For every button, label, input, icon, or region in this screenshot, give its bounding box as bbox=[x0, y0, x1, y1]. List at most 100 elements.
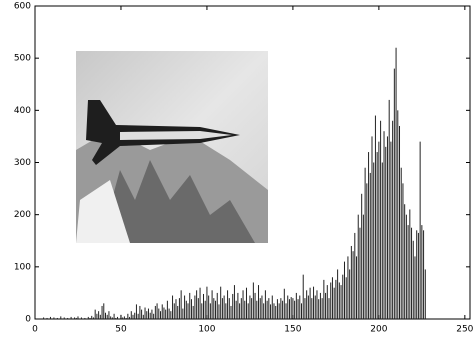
bar bbox=[60, 316, 62, 319]
bar bbox=[345, 277, 347, 319]
bar bbox=[290, 297, 292, 319]
bar bbox=[199, 287, 201, 319]
bar bbox=[161, 304, 163, 319]
bar bbox=[295, 292, 297, 319]
bar bbox=[53, 317, 55, 319]
bar bbox=[75, 317, 77, 319]
bar bbox=[314, 295, 316, 319]
bar bbox=[163, 307, 165, 319]
bar bbox=[275, 305, 277, 319]
bar bbox=[139, 305, 141, 319]
bar bbox=[374, 115, 376, 319]
bar bbox=[276, 299, 278, 319]
bar bbox=[395, 47, 397, 319]
bar bbox=[381, 162, 383, 319]
bar bbox=[172, 295, 174, 319]
bar bbox=[196, 290, 198, 319]
bar bbox=[280, 298, 282, 319]
y-tick-label: 0 bbox=[25, 315, 31, 325]
bar bbox=[99, 314, 101, 319]
bar bbox=[180, 290, 182, 319]
x-tick-label: 100 bbox=[198, 325, 215, 335]
bar bbox=[297, 299, 299, 319]
bar bbox=[319, 292, 321, 319]
bar bbox=[185, 300, 187, 319]
bar bbox=[321, 298, 323, 319]
bar bbox=[249, 295, 251, 319]
bar bbox=[189, 292, 191, 319]
bar bbox=[352, 251, 354, 319]
x-tick-label: 0 bbox=[32, 325, 38, 335]
bar bbox=[244, 300, 246, 319]
bar bbox=[256, 300, 258, 319]
bar bbox=[235, 300, 237, 319]
bar bbox=[416, 230, 418, 319]
bar bbox=[106, 314, 108, 319]
bar bbox=[393, 68, 395, 319]
bar bbox=[194, 295, 196, 319]
bar bbox=[278, 303, 280, 319]
bar bbox=[311, 298, 313, 319]
bar bbox=[208, 295, 210, 319]
bar bbox=[338, 282, 340, 319]
bar bbox=[228, 298, 230, 319]
bar bbox=[240, 298, 242, 319]
bar bbox=[132, 314, 134, 319]
bar bbox=[343, 261, 345, 319]
bar bbox=[328, 298, 330, 319]
bar bbox=[117, 316, 119, 319]
bar bbox=[273, 303, 275, 319]
bar bbox=[80, 317, 82, 319]
bar bbox=[330, 282, 332, 319]
bar bbox=[414, 256, 416, 319]
bar bbox=[220, 286, 222, 319]
bar bbox=[165, 309, 167, 319]
bar bbox=[357, 214, 359, 319]
bar bbox=[123, 316, 125, 319]
bar bbox=[287, 295, 289, 319]
bar bbox=[43, 317, 45, 319]
bar bbox=[113, 313, 115, 319]
bar bbox=[421, 225, 423, 319]
bar bbox=[168, 308, 170, 319]
bar bbox=[239, 303, 241, 319]
bar bbox=[376, 152, 378, 319]
bar bbox=[263, 303, 265, 319]
bar bbox=[350, 245, 352, 319]
bar bbox=[173, 303, 175, 319]
bar bbox=[202, 293, 204, 319]
bar bbox=[299, 295, 301, 319]
bar bbox=[147, 308, 149, 319]
bar bbox=[156, 303, 158, 319]
bar bbox=[337, 269, 339, 319]
bar bbox=[386, 136, 388, 319]
image-snow bbox=[76, 180, 130, 243]
bar bbox=[223, 295, 225, 319]
bar bbox=[129, 316, 131, 319]
x-tick-label: 50 bbox=[115, 325, 127, 335]
bar bbox=[247, 303, 249, 319]
bar bbox=[153, 313, 155, 319]
image-jet-body bbox=[120, 131, 232, 140]
bar bbox=[369, 172, 371, 319]
bar bbox=[361, 193, 363, 319]
bar bbox=[323, 279, 325, 319]
bar bbox=[342, 274, 344, 319]
bar bbox=[349, 269, 351, 319]
bar bbox=[362, 214, 364, 319]
bar bbox=[144, 307, 146, 319]
bar bbox=[127, 313, 129, 319]
bar bbox=[356, 256, 358, 319]
bar bbox=[254, 292, 256, 319]
bar bbox=[411, 227, 413, 319]
bar bbox=[268, 298, 270, 319]
bar bbox=[347, 256, 349, 319]
bar bbox=[221, 298, 223, 319]
bar bbox=[340, 285, 342, 319]
bar bbox=[333, 287, 335, 319]
bar bbox=[211, 290, 213, 319]
bar bbox=[366, 183, 368, 319]
bar bbox=[84, 317, 86, 319]
bar bbox=[182, 308, 184, 319]
bar bbox=[242, 290, 244, 319]
